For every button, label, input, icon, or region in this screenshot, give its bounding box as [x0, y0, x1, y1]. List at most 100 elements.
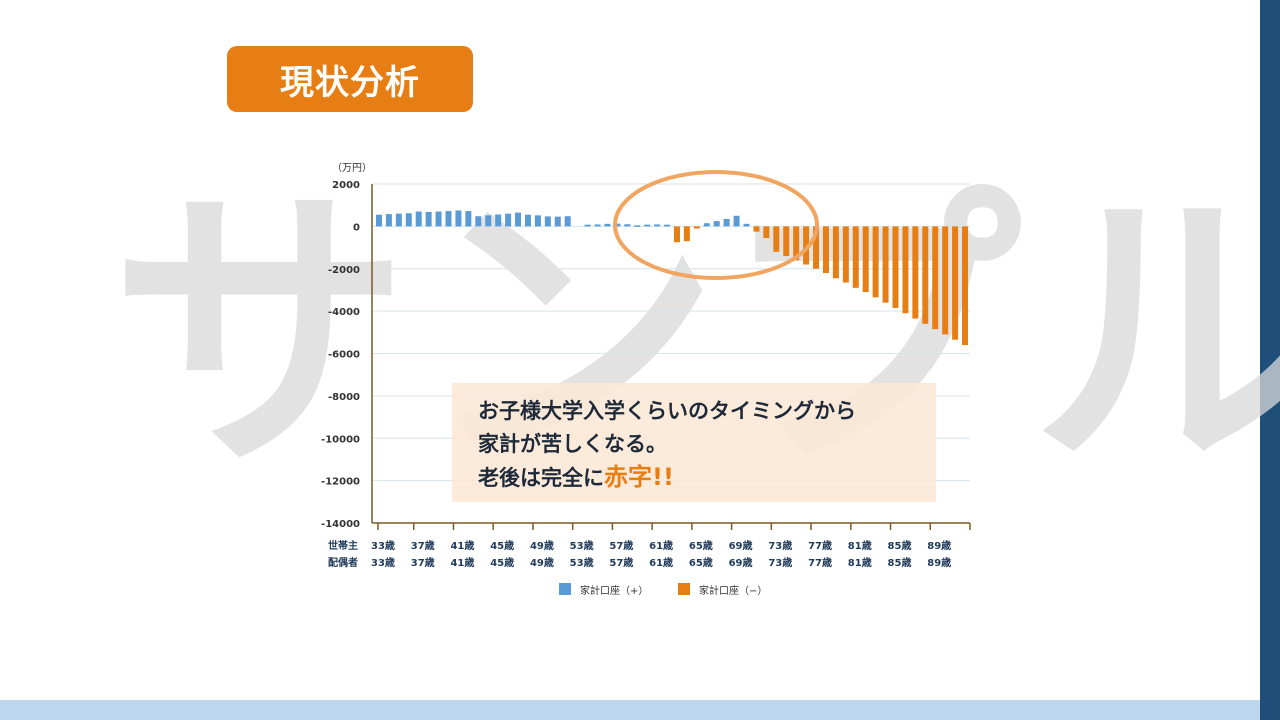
callout-line-3-prefix: 老後は完全に — [478, 466, 604, 490]
bar — [564, 216, 571, 227]
bar — [942, 226, 949, 335]
callout-line-2: 家計が苦しくなる。 — [478, 432, 667, 456]
x-tick-label: 57歳 — [609, 539, 633, 552]
bar — [733, 215, 740, 227]
y-tick-label: 2000 — [332, 180, 360, 191]
bar — [743, 223, 750, 227]
bar — [604, 223, 611, 227]
y-tick-label: -14000 — [321, 519, 360, 530]
bar — [475, 216, 482, 227]
bar — [952, 226, 959, 340]
x-tick-label: 85歳 — [888, 539, 912, 552]
bar — [524, 214, 531, 227]
bar — [664, 224, 671, 227]
bar — [803, 226, 810, 265]
x-tick-label: 81歳 — [848, 556, 872, 569]
x-tick-label: 73歳 — [768, 539, 792, 552]
bar — [673, 226, 680, 243]
bar — [773, 226, 780, 252]
y-tick-label: -10000 — [321, 434, 360, 445]
bottom-accent-bar — [0, 700, 1260, 720]
legend-label: 家計口座（−） — [699, 584, 767, 597]
x-tick-label: 41歳 — [450, 539, 474, 552]
y-unit-label: （万円） — [332, 162, 372, 174]
x-tick-label: 65歳 — [689, 539, 713, 552]
x-tick-label: 89歳 — [927, 539, 951, 552]
bar — [962, 226, 969, 346]
x-tick-label: 73歳 — [768, 556, 792, 569]
bar — [415, 211, 422, 227]
x-tick-label: 89歳 — [927, 556, 951, 569]
bar — [693, 226, 700, 229]
legend-swatch — [559, 583, 571, 595]
x-tick-label: 49歳 — [530, 539, 554, 552]
bar — [912, 226, 919, 319]
bar — [753, 226, 760, 232]
bar — [624, 224, 631, 227]
page-title: 現状分析 — [227, 46, 473, 112]
x-tick-label: 77歳 — [808, 556, 832, 569]
y-tick-label: 0 — [353, 222, 360, 233]
bar — [683, 226, 690, 242]
x-tick-label: 69歳 — [729, 539, 753, 552]
bar — [842, 226, 849, 283]
bar — [763, 226, 770, 239]
x-tick-label: 45歳 — [490, 556, 514, 569]
bar — [882, 226, 889, 303]
bar — [703, 223, 710, 227]
bar — [862, 226, 869, 293]
y-tick-label: -2000 — [328, 265, 360, 276]
bar — [584, 224, 591, 227]
y-tick-label: -4000 — [328, 307, 360, 318]
x-tick-label: 57歳 — [609, 556, 633, 569]
bar — [644, 224, 651, 227]
x-tick-label: 41歳 — [450, 556, 474, 569]
bar — [594, 224, 601, 227]
bar — [922, 226, 929, 324]
bar — [822, 226, 829, 273]
bar — [902, 226, 909, 314]
callout-highlight: 赤字!! — [604, 463, 674, 491]
bar — [852, 226, 859, 288]
bar — [385, 214, 392, 227]
bar — [425, 211, 432, 227]
y-tick-label: -8000 — [328, 392, 360, 403]
x-tick-label: 37歳 — [411, 539, 435, 552]
bar — [485, 215, 492, 227]
bar — [813, 226, 820, 269]
x-tick-label: 61歳 — [649, 556, 673, 569]
x-row-label: 世帯主 — [328, 539, 358, 552]
bar — [455, 210, 462, 227]
bar — [713, 221, 720, 227]
x-tick-label: 81歳 — [848, 539, 872, 552]
callout-line-1: お子様大学入学くらいのタイミングから — [478, 399, 856, 423]
bar — [872, 226, 879, 298]
x-tick-label: 61歳 — [649, 539, 673, 552]
chart: 2000 0 -2000 -4000 -6000 -8000 -10000 -12000 -14… — [321, 162, 971, 597]
highlight-ellipse — [613, 170, 819, 280]
x-tick-label: 53歳 — [570, 556, 594, 569]
x-tick-label: 49歳 — [530, 556, 554, 569]
x-tick-label: 53歳 — [570, 539, 594, 552]
x-tick-label: 65歳 — [689, 556, 713, 569]
bar — [634, 225, 641, 227]
bar — [554, 216, 561, 227]
bar — [614, 223, 621, 227]
bar — [445, 211, 452, 227]
x-tick-label: 37歳 — [411, 556, 435, 569]
bar — [544, 216, 551, 227]
bar — [495, 214, 502, 227]
bar — [534, 215, 541, 227]
legend-label: 家計口座（+） — [580, 584, 648, 597]
y-tick-label: -12000 — [321, 477, 360, 488]
bar — [793, 226, 800, 261]
x-tick-label: 33歳 — [371, 556, 395, 569]
bar — [465, 211, 472, 227]
x-tick-label: 45歳 — [490, 539, 514, 552]
x-row-label: 配偶者 — [328, 556, 358, 569]
y-tick-label: -6000 — [328, 350, 360, 361]
callout-line-3: 老後は完全に赤字!! — [478, 461, 936, 495]
bar — [515, 212, 522, 227]
legend-swatch — [678, 583, 690, 595]
page-title-text: 現状分析 — [280, 62, 420, 103]
